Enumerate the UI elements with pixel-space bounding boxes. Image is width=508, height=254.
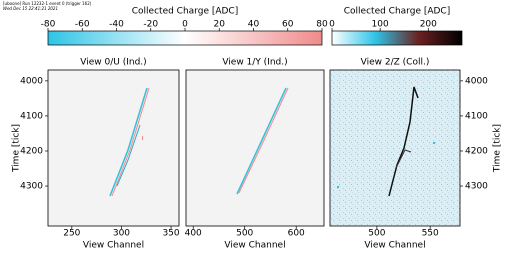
- y-tick-label: 4100: [465, 111, 488, 121]
- x-axis-label: View Channel: [83, 241, 144, 251]
- colorbar-tick-label: -20: [143, 20, 158, 30]
- track-u: [116, 124, 141, 187]
- colorbar-tick-label: 0: [182, 20, 188, 30]
- colorbar-tick-label: 0: [329, 20, 335, 30]
- plot-frame: [329, 69, 461, 227]
- track-z: [395, 149, 412, 169]
- y-tick-label: 4300: [465, 182, 488, 192]
- x-tick-label: 500: [236, 229, 253, 239]
- plot-frame: [185, 69, 325, 227]
- colorbar-tick-label: 100: [372, 20, 389, 30]
- colorbar-tick-label: 80: [316, 20, 328, 30]
- speck: [433, 142, 435, 144]
- track-u: [109, 87, 148, 197]
- run-info: [uboone] Run 12232-1 event 0 (trigger 16…: [3, 1, 92, 6]
- y-tick-label: 4000: [20, 76, 43, 86]
- colorbar-tick-label: 200: [420, 20, 437, 30]
- x-tick-label: 300: [113, 229, 130, 239]
- colorbar-tick-label: -60: [75, 20, 90, 30]
- speck: [337, 186, 339, 188]
- x-tick-label: 400: [185, 229, 202, 239]
- colorbar-label: Collected Charge [ADC]: [344, 7, 450, 17]
- colorbar-tick-label: 40: [248, 20, 260, 30]
- plot-area: [48, 70, 179, 226]
- x-tick-label: 500: [368, 229, 385, 239]
- track-y: [236, 87, 287, 195]
- colorbar-tick-label: 20: [214, 20, 226, 30]
- colorbar-tick-label: -80: [41, 20, 56, 30]
- colorbar-tick-label: -40: [109, 20, 124, 30]
- y-tick-label: 4300: [20, 182, 43, 192]
- track-u: [111, 87, 150, 197]
- track-z: [388, 86, 419, 197]
- run-date: Wed Dec 15 22:41:21 2021: [3, 6, 58, 11]
- panel-title: View 0/U (Ind.): [80, 58, 146, 68]
- x-tick-label: 550: [422, 229, 439, 239]
- y-tick-label: 4100: [20, 111, 43, 121]
- noise: [330, 70, 460, 226]
- colorbar: [331, 30, 463, 46]
- x-axis-label: View Channel: [224, 241, 285, 251]
- y-tick-label: 4000: [465, 76, 488, 86]
- y-axis-label: Time [tick]: [493, 124, 503, 173]
- panel-title: View 1/Y (Ind.): [222, 58, 287, 68]
- plot-frame: [47, 69, 180, 227]
- colorbar-label: Collected Charge [ADC]: [132, 7, 238, 17]
- x-tick-label: 350: [162, 229, 179, 239]
- tracks: [109, 86, 435, 197]
- colorbar-tick-label: 60: [282, 20, 294, 30]
- track-y: [238, 87, 289, 194]
- x-tick-label: 250: [63, 229, 80, 239]
- speck: [142, 136, 143, 140]
- panel-title: View 2/Z (Coll.): [361, 58, 430, 68]
- x-axis-label: View Channel: [364, 241, 425, 251]
- y-axis-label: Time [tick]: [12, 124, 22, 173]
- y-tick-label: 4200: [20, 146, 43, 156]
- colorbar: [47, 30, 323, 46]
- x-tick-label: 600: [288, 229, 305, 239]
- plot-area: [186, 70, 324, 226]
- y-tick-label: 4200: [465, 146, 488, 156]
